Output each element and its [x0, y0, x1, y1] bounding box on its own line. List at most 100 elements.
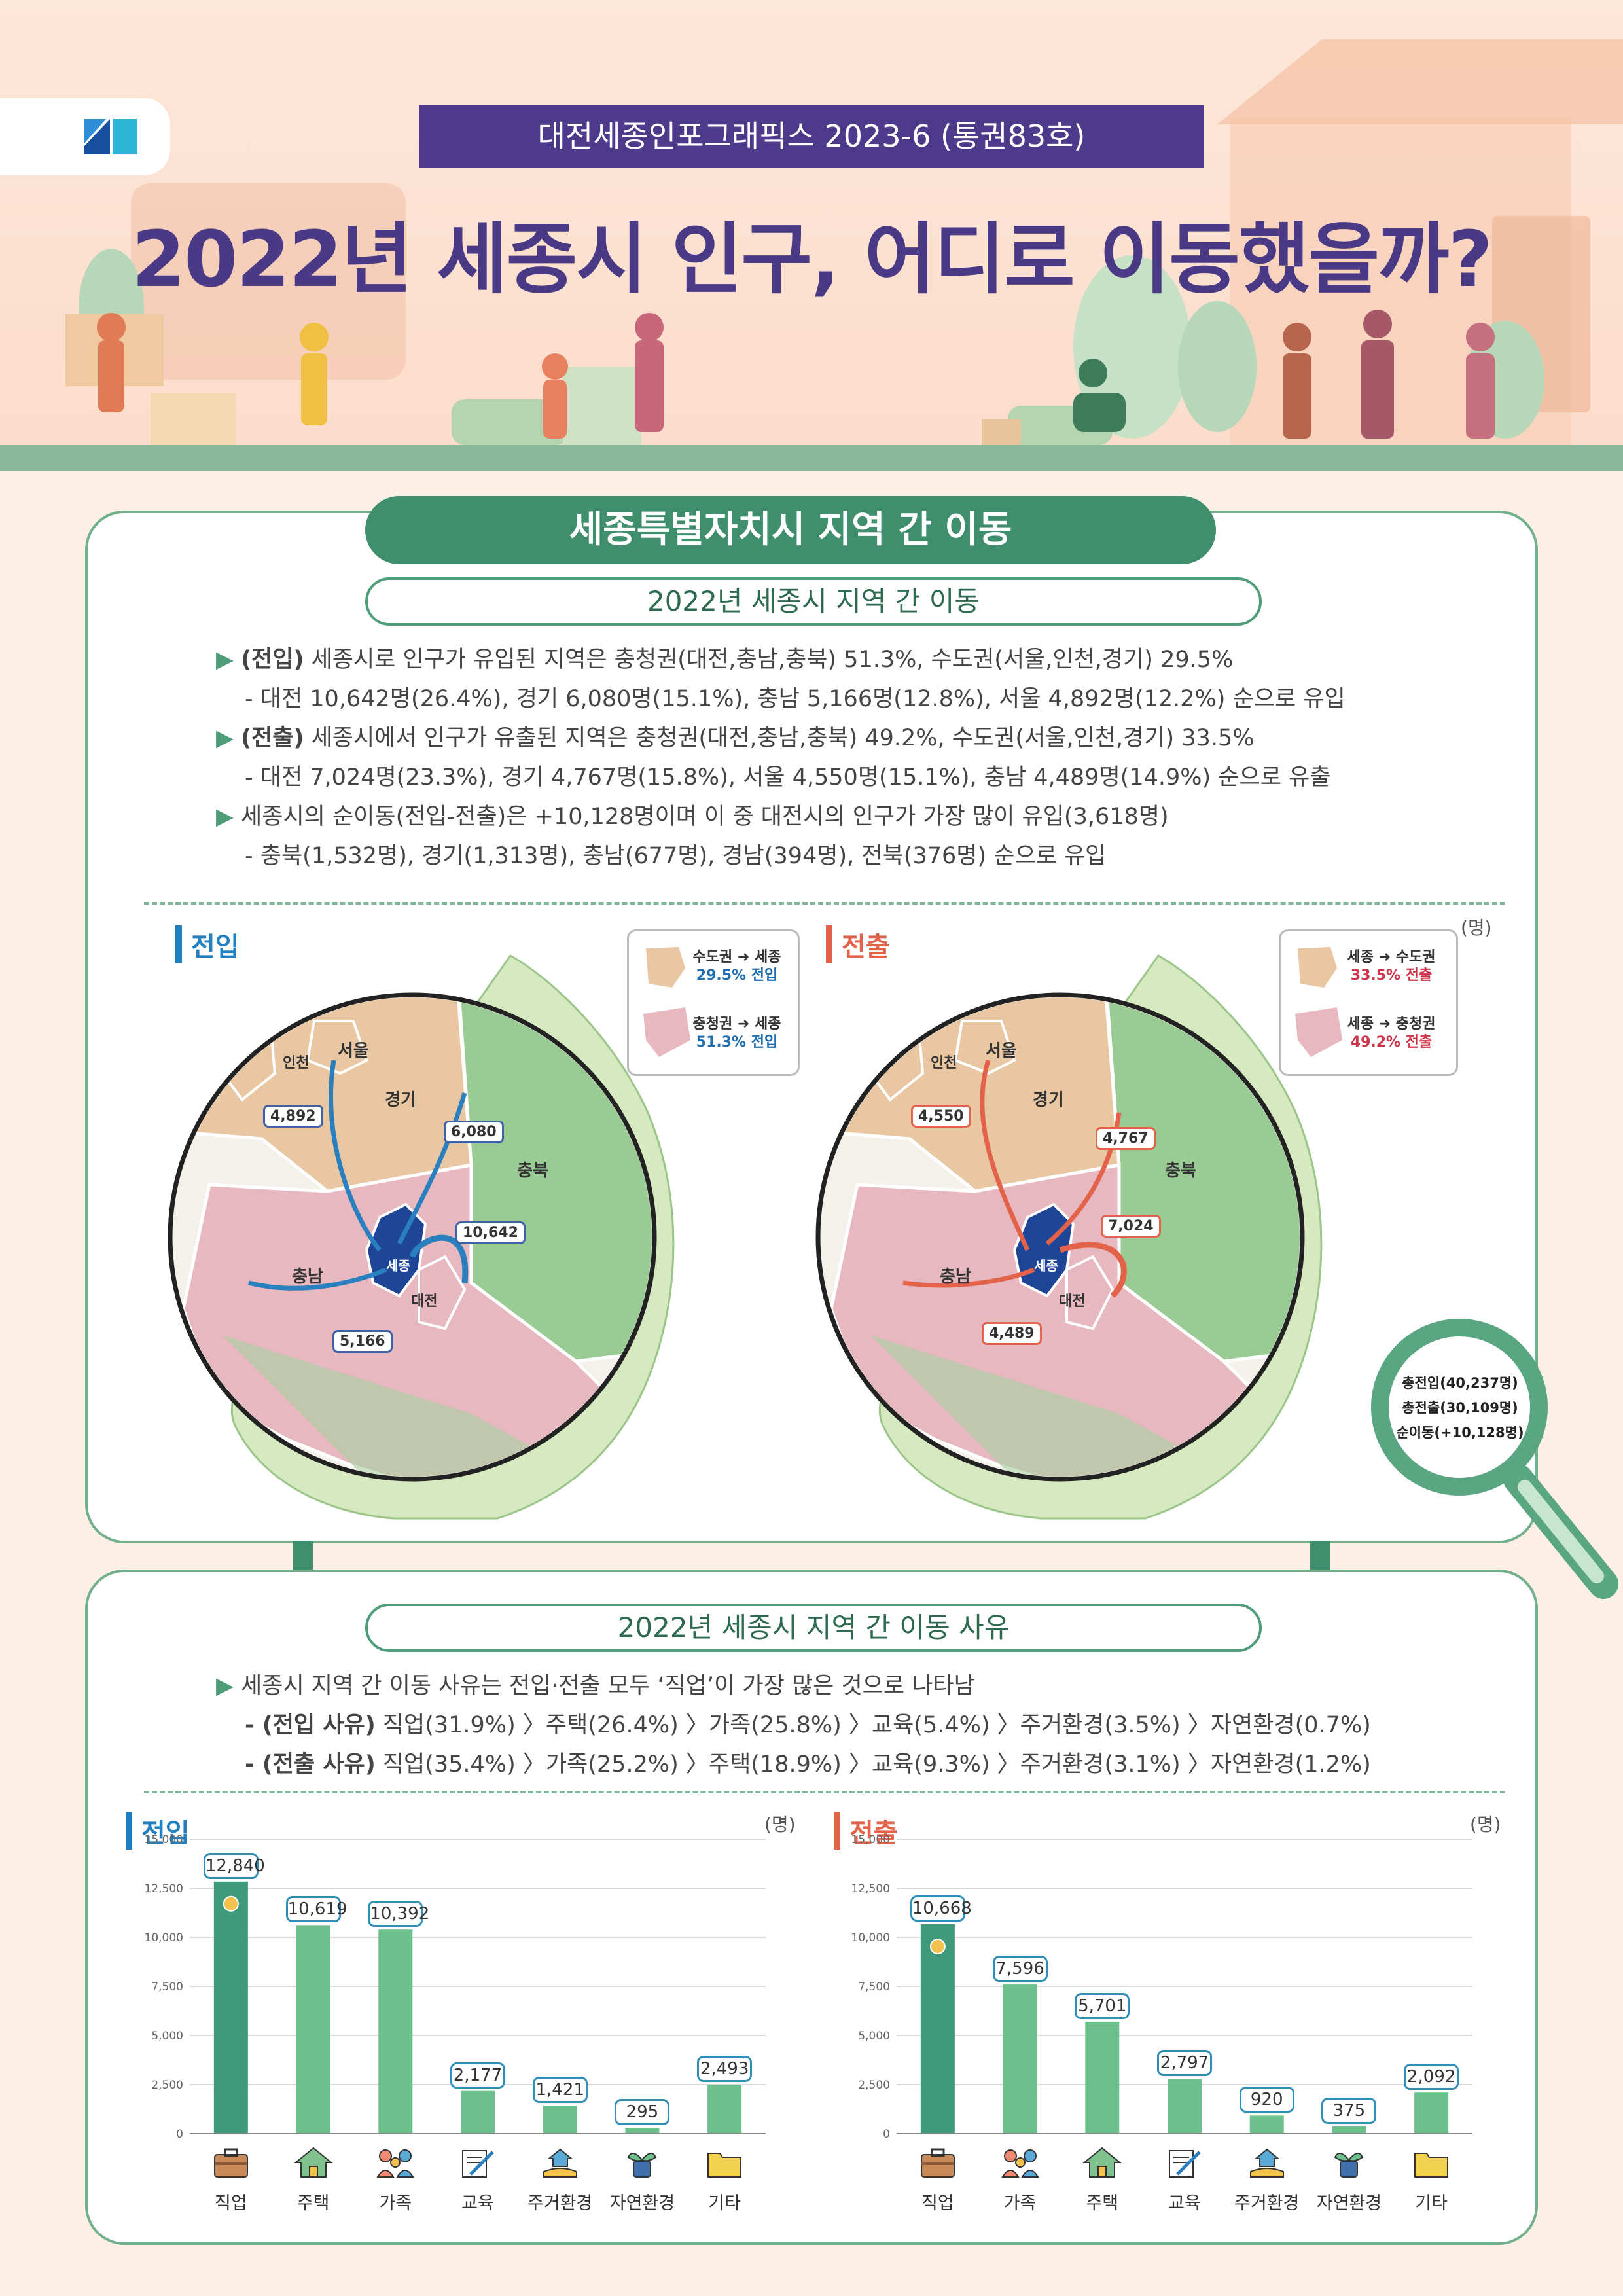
- bar: [1249, 2115, 1284, 2134]
- ground-strip: [0, 445, 1623, 471]
- value-chungnam-in: 5,166: [332, 1330, 393, 1353]
- y-tick-label: 0: [176, 2128, 183, 2141]
- legend-shapes-out: [1295, 947, 1342, 1057]
- y-tick-label: 7,500: [151, 1981, 183, 1994]
- nature-icon: [622, 2145, 662, 2182]
- bar: [707, 2085, 742, 2134]
- bar: [296, 1925, 330, 2134]
- bullet-net: ▶ 세종시의 순이동(전입-전출)은 +10,128명이며 이 중 대전시의 인…: [216, 804, 1169, 830]
- bar-value-label: 5,701: [1075, 1992, 1130, 2019]
- value-chungnam-out: 4,489: [982, 1322, 1042, 1345]
- bar: [1168, 2079, 1202, 2134]
- region-chungbuk-out: 충북: [1165, 1161, 1196, 1181]
- header-banner: [0, 0, 1623, 471]
- region-daejeon-out: 대전: [1059, 1293, 1086, 1310]
- nature-icon: [1329, 2145, 1369, 2182]
- map-out: [815, 954, 1323, 1520]
- region-gyeonggi: 경기: [385, 1090, 416, 1110]
- bar: [461, 2090, 495, 2134]
- briefcase-icon: [211, 2145, 251, 2182]
- value-daejeon-out: 7,024: [1101, 1215, 1161, 1238]
- map-out-tag: 전출: [826, 925, 890, 963]
- bullet-out-detail: - 대전 7,024명(23.3%), 경기 4,767명(15.8%), 서울…: [245, 764, 1331, 791]
- reason-in-line: - (전입 사유) 직업(31.9%) 〉주택(26.4%) 〉가족(25.8%…: [245, 1712, 1371, 1738]
- housing-env-icon: [1247, 2145, 1287, 2182]
- divider-2: [144, 1791, 1505, 1793]
- y-tick-label: 10,000: [851, 1931, 890, 1945]
- category-label: 주택: [1086, 2193, 1119, 2214]
- category-label: 기타: [1415, 2193, 1448, 2214]
- legend-in-capital: 수도권 ➜ 세종 29.5% 전입: [692, 949, 781, 984]
- series-label: 대전세종인포그래픽스 2023-6 (통권83호): [419, 105, 1204, 168]
- value-gyeonggi-out: 4,767: [1096, 1127, 1156, 1150]
- legend-shapes: [643, 947, 690, 1057]
- magnifier-summary: 총전입(40,237명) 총전출(30,109명) 순이동(+10,128명): [1396, 1375, 1524, 1441]
- map-in-legend: 수도권 ➜ 세종 29.5% 전입 충청권 ➜ 세종 51.3% 전입: [627, 929, 800, 1076]
- house-icon: [1082, 2145, 1122, 2182]
- bar: [1332, 2126, 1366, 2134]
- category-label: 직업: [215, 2193, 247, 2214]
- legend-out-chungcheong: 세종 ➜ 충청권 49.2% 전출: [1347, 1016, 1436, 1050]
- bullet-in: ▶ (전입) 세종시로 인구가 유입된 지역은 충청권(대전,충남,충북) 51…: [216, 647, 1234, 673]
- value-seoul-in: 4,892: [263, 1105, 323, 1128]
- reason-subheading: 2022년 세종시 지역 간 이동 사유: [365, 1604, 1262, 1652]
- house-icon: [293, 2145, 334, 2182]
- summary-text: ▶ (전입) 세종시로 인구가 유입된 지역은 충청권(대전,충남,충북) 51…: [216, 640, 1459, 876]
- logo: [0, 98, 170, 175]
- legend-out-capital: 세종 ➜ 수도권 33.5% 전출: [1347, 949, 1436, 984]
- category-label: 교육: [1168, 2193, 1201, 2214]
- bar: [213, 1881, 248, 2134]
- category-label: 자연환경: [1316, 2193, 1382, 2214]
- bar-value-label: 2,092: [1404, 2064, 1459, 2090]
- chart-in: 0 2,500 5,000 7,500 10,000 12,500 15,000 12,840…: [131, 1826, 785, 2219]
- region-seoul-out: 서울: [986, 1041, 1017, 1061]
- bullet-out: ▶ (전출) 세종시에서 인구가 유출된 지역은 충청권(대전,충남,충북) 4…: [216, 725, 1255, 751]
- unit-label: (명): [1461, 917, 1492, 939]
- region-seoul: 서울: [338, 1041, 369, 1061]
- bar: [920, 1924, 955, 2134]
- chart-out: 0 2,500 5,000 7,500 10,000 12,500 15,000 10,668…: [838, 1826, 1492, 2219]
- chart-in-unit: (명): [764, 1814, 796, 1835]
- y-tick-label: 5,000: [151, 2030, 183, 2043]
- bar-value-label: 12,840: [203, 1852, 265, 1879]
- region-gyeonggi-out: 경기: [1033, 1090, 1064, 1110]
- chart-in-tag: 전입: [126, 1812, 190, 1850]
- bar-value-label: 375: [1321, 2097, 1377, 2124]
- region-incheon-out: 인천: [931, 1055, 957, 1071]
- bar-value-label: 920: [1239, 2087, 1294, 2113]
- category-label: 기타: [708, 2193, 741, 2214]
- bar-value-label: 2,177: [450, 2062, 505, 2089]
- chart-out-tag: 전출: [834, 1812, 898, 1850]
- bar-value-label: 10,619: [285, 1896, 348, 1923]
- value-seoul-out: 4,550: [911, 1105, 971, 1128]
- region-sejong-out: 세종: [1034, 1258, 1058, 1274]
- map-in: [168, 954, 675, 1520]
- education-icon: [1164, 2145, 1205, 2182]
- bar-value-label: 10,392: [368, 1901, 429, 1928]
- category-label: 주거환경: [1234, 2193, 1300, 2214]
- region-daejeon: 대전: [411, 1293, 438, 1310]
- y-tick-label: 2,500: [151, 2079, 183, 2092]
- region-incheon: 인천: [283, 1055, 310, 1071]
- reason-out-line: - (전출 사유) 직업(35.4%) 〉가족(25.2%) 〉주택(18.9%…: [245, 1751, 1371, 1778]
- bar: [378, 1929, 413, 2134]
- education-icon: [457, 2145, 498, 2182]
- bar: [1003, 1984, 1037, 2134]
- first-place-medal-icon: [223, 1895, 239, 1912]
- folder-icon: [1411, 2145, 1452, 2182]
- y-tick-label: 12,500: [145, 1882, 183, 1895]
- family-icon: [375, 2145, 416, 2182]
- category-label: 주거환경: [527, 2193, 593, 2214]
- y-tick-label: 15,000: [145, 1833, 183, 1846]
- bar-value-label: 10,668: [910, 1895, 972, 1922]
- value-daejeon-in: 10,642: [455, 1221, 526, 1244]
- y-tick-label: 2,500: [858, 2079, 890, 2092]
- region-chungnam-out: 충남: [940, 1267, 971, 1287]
- bar: [543, 2106, 577, 2134]
- folder-icon: [704, 2145, 745, 2182]
- region-chungbuk: 충북: [517, 1161, 548, 1181]
- header-illustration: [65, 39, 1623, 445]
- bullet-in-detail: - 대전 10,642명(26.4%), 경기 6,080명(15.1%), 충…: [245, 686, 1346, 712]
- magnifier-icon: [1371, 1319, 1618, 1599]
- region-chungnam: 충남: [292, 1267, 323, 1287]
